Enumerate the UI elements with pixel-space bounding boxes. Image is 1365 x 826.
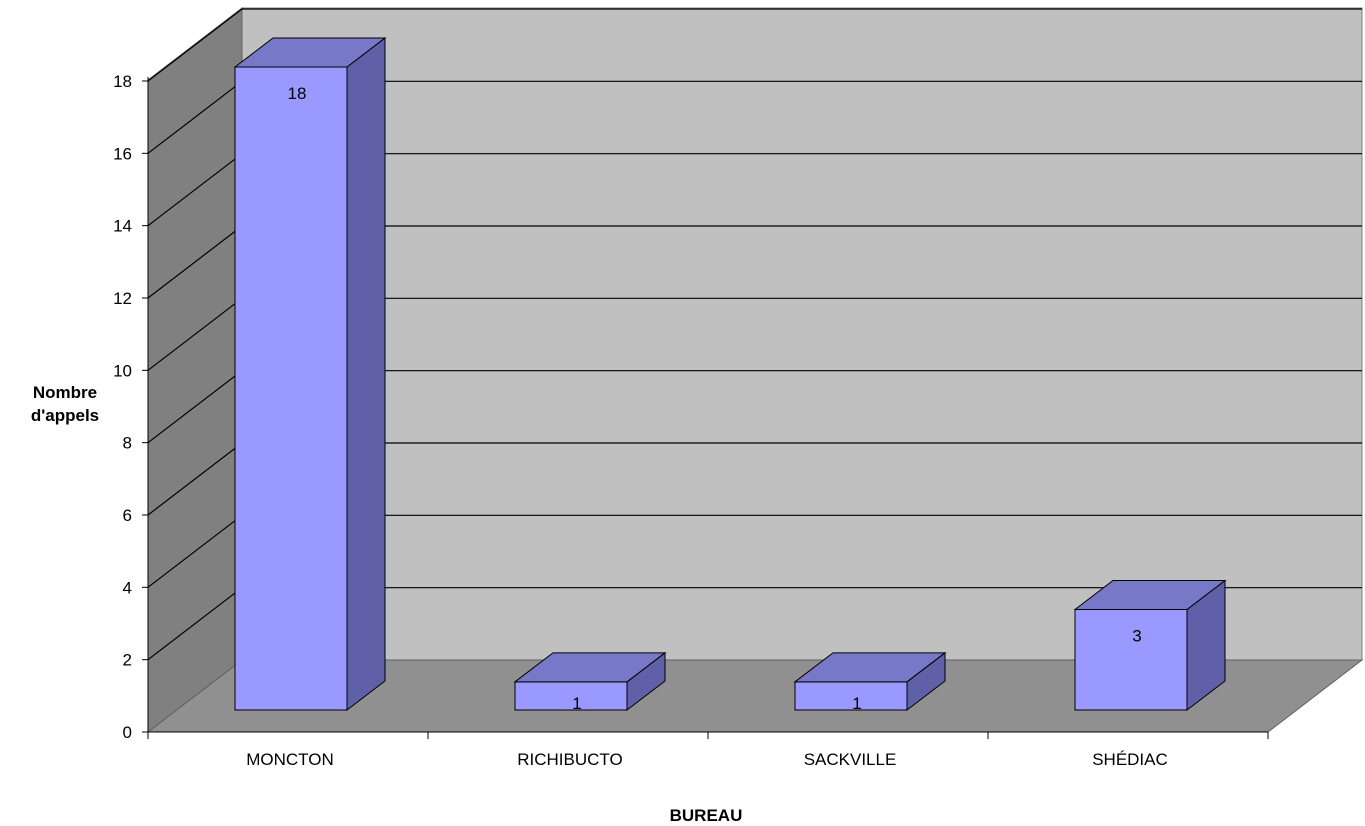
y-tick-label: 0 — [123, 723, 132, 742]
y-tick-label: 2 — [123, 651, 132, 670]
y-tick-label: 14 — [113, 217, 132, 236]
y-tick-label: 4 — [123, 578, 132, 597]
back-wall — [241, 7, 1363, 661]
bar-top — [513, 652, 667, 683]
bar-front — [1074, 609, 1188, 711]
bar-top — [793, 652, 947, 683]
bar-front — [794, 681, 908, 711]
chart-walls — [146, 6, 1364, 734]
y-axis-title-line-1: Nombre — [33, 383, 97, 402]
bar-side — [346, 36, 386, 712]
y-tick-label: 6 — [123, 506, 132, 525]
x-category-label: SACKVILLE — [804, 750, 897, 769]
x-axis-title: BUREAU — [670, 806, 743, 825]
bar-data-label: 18 — [288, 84, 307, 103]
data-labels: 18 1 1 3 — [288, 84, 1142, 713]
y-tick-label: 16 — [113, 144, 132, 163]
x-axis: MONCTON RICHIBUCTO SACKVILLE SHÉDIAC — [147, 731, 1269, 769]
bar-top — [1073, 580, 1227, 610]
bar-front — [514, 681, 628, 711]
bars — [233, 36, 1227, 712]
bar-front — [234, 66, 348, 711]
y-tick-label: 12 — [113, 289, 132, 308]
bar-data-label: 1 — [572, 694, 581, 713]
x-category-label: RICHIBUCTO — [517, 750, 622, 769]
bar-data-label: 3 — [1132, 627, 1141, 646]
y-tick-label: 10 — [113, 361, 132, 380]
bar-data-label: 1 — [852, 694, 861, 713]
y-tick-label: 8 — [123, 434, 132, 453]
gridline — [147, 8, 1362, 82]
x-category-label: SHÉDIAC — [1092, 750, 1168, 769]
y-axis-title-line-2: d'appels — [31, 406, 99, 425]
bar-top — [233, 37, 387, 68]
y-tick-label: 18 — [113, 72, 132, 91]
y-axis: 0 2 4 6 8 10 12 14 16 18 — [113, 72, 149, 742]
x-category-label: MONCTON — [246, 750, 334, 769]
